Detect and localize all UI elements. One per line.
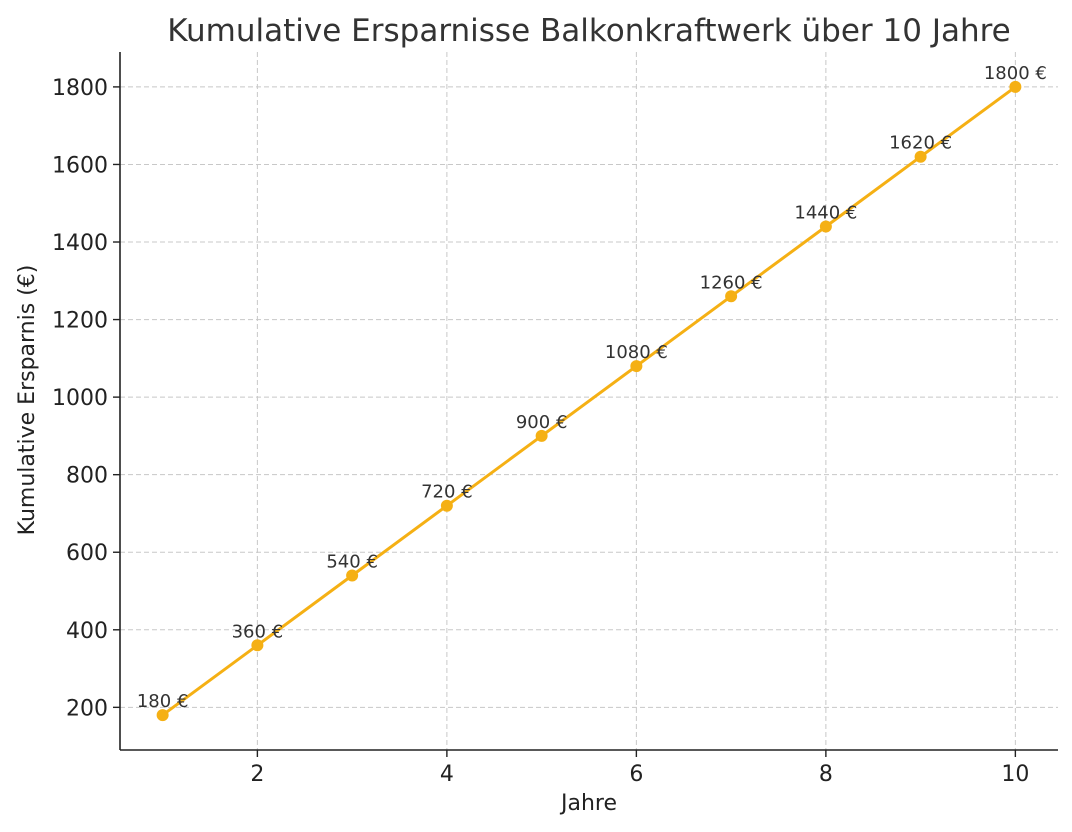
data-label: 1080 € xyxy=(605,342,668,363)
data-label: 1260 € xyxy=(700,272,763,293)
x-tick-label: 4 xyxy=(440,762,454,787)
series-line xyxy=(161,85,1017,717)
data-point xyxy=(535,429,548,442)
y-tick-label: 600 xyxy=(66,541,108,566)
data-label: 360 € xyxy=(232,621,284,642)
data-label: 1800 € xyxy=(984,63,1047,84)
y-tick-label: 1800 xyxy=(52,76,108,101)
x-tick-label: 8 xyxy=(819,762,833,787)
data-point xyxy=(1009,80,1022,93)
x-tick-label: 2 xyxy=(250,762,264,787)
data-points xyxy=(156,80,1022,722)
data-point xyxy=(346,569,359,582)
chart-title: Kumulative Ersparnisse Balkonkraftwerk ü… xyxy=(167,13,1011,49)
y-axis-ticks: 200 400 600 800 1000 1200 1400 1600 1800 xyxy=(52,76,120,721)
data-labels: 180 € 360 € 540 € 720 € 900 € 1080 € 1260 € 144… xyxy=(137,63,1047,712)
data-label: 900 € xyxy=(516,412,568,433)
data-point xyxy=(819,220,832,233)
y-tick-label: 800 xyxy=(66,464,108,489)
data-label: 180 € xyxy=(137,691,189,712)
x-axis-ticks: 2 4 6 8 10 xyxy=(250,750,1029,787)
data-point xyxy=(251,639,264,652)
data-point xyxy=(156,709,169,722)
data-label: 1440 € xyxy=(794,203,857,224)
y-tick-label: 1400 xyxy=(52,231,108,256)
x-axis-label: Jahre xyxy=(559,791,617,816)
y-tick-label: 200 xyxy=(66,696,108,721)
data-label: 1620 € xyxy=(889,133,952,154)
data-point xyxy=(440,499,453,512)
y-tick-label: 1600 xyxy=(52,153,108,178)
data-point xyxy=(630,360,643,373)
y-axis-label: Kumulative Ersparnis (€) xyxy=(15,265,40,536)
x-tick-label: 10 xyxy=(1001,762,1029,787)
data-point xyxy=(725,290,738,303)
y-tick-label: 1200 xyxy=(52,309,108,334)
y-tick-label: 1000 xyxy=(52,386,108,411)
data-label: 720 € xyxy=(421,482,473,503)
data-label: 540 € xyxy=(326,552,378,573)
axes xyxy=(119,52,1058,751)
x-tick-label: 6 xyxy=(629,762,643,787)
data-point xyxy=(914,150,927,163)
y-tick-label: 400 xyxy=(66,619,108,644)
